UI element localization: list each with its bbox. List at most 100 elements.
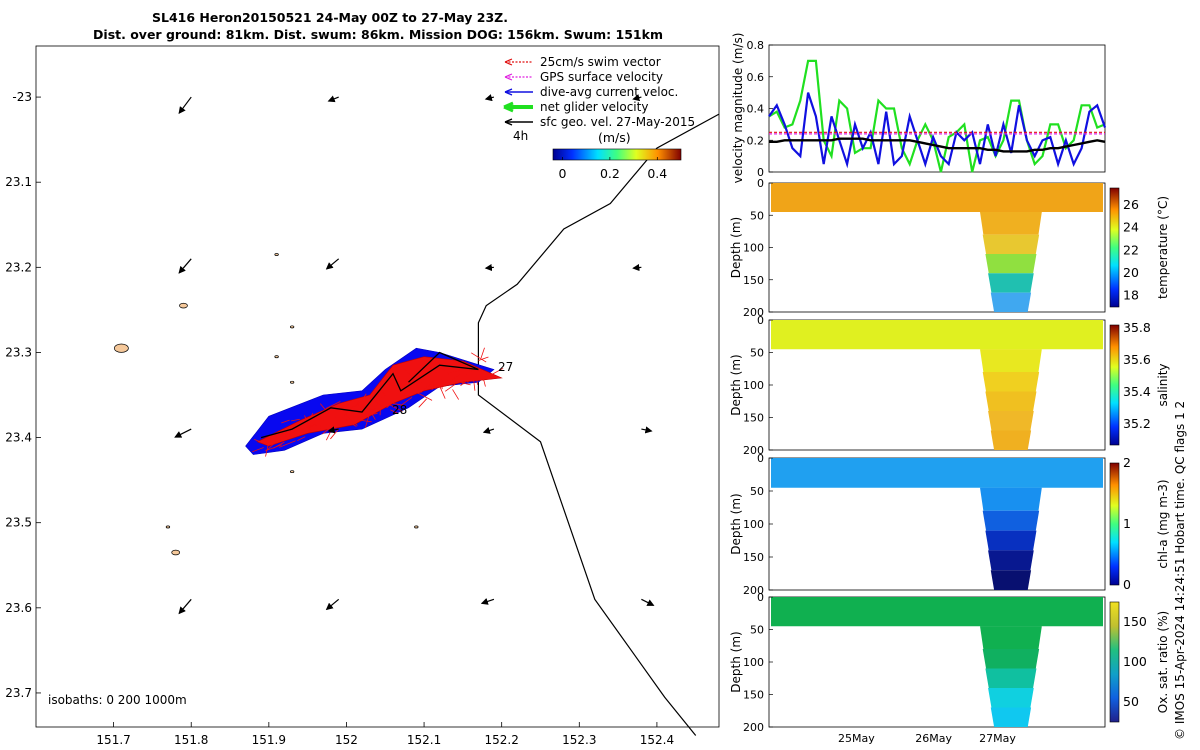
section-colorbar <box>1109 187 1120 308</box>
velocity-y-tick-label: 0.8 <box>747 39 765 52</box>
geo-velocity-arrow <box>178 96 192 115</box>
swim-vector-spike <box>386 398 396 409</box>
section-surface-layer <box>771 458 1103 488</box>
section-depth-layer <box>977 320 1045 350</box>
section-depth-layer <box>977 597 1045 627</box>
swim-vector-spike <box>366 413 378 416</box>
swim-vector-spike <box>347 406 353 421</box>
island <box>289 380 295 384</box>
section-y-tick-label: 0 <box>757 177 764 190</box>
legend-label-gps: GPS surface velocity <box>540 70 663 84</box>
map-x-ticks: 151.7 151.8 151.9 152 152.1 152.2 152.3 152.4 <box>96 722 674 747</box>
section-colorbar-label: chl-a (mg m-3) <box>1156 479 1170 568</box>
section-y-tick-label: 200 <box>743 444 764 457</box>
swim-vector-spike <box>297 436 306 442</box>
legend-arrowhead-net <box>503 101 514 113</box>
map-legend: 25cm/s swim vector GPS surface velocity … <box>503 55 695 181</box>
velocity-y-tick-label: 0 <box>757 166 764 179</box>
section-colorbar-tick-label: 35.6 <box>1123 352 1151 367</box>
swim-vector-spike <box>452 389 460 400</box>
swim-vector-spike <box>364 407 374 412</box>
section-depth-layer <box>977 458 1045 488</box>
legend-arrowhead-swim <box>504 58 513 66</box>
legend-label-geo: sfc geo. vel. 27-May-2015 <box>540 115 695 129</box>
geo-velocity-arrow <box>327 95 339 103</box>
map-y-tick-label: 23.6 <box>5 601 32 615</box>
swim-vector-spike <box>446 371 453 382</box>
map-y-tick-label: -23 <box>12 90 32 104</box>
swim-vector-spike <box>307 427 314 432</box>
map-colorbar-tick-label: 0.4 <box>647 166 667 181</box>
geo-velocity-arrow <box>327 426 339 434</box>
swim-vector-spike <box>478 356 489 361</box>
swim-vector-spike <box>353 400 361 408</box>
section-panel-chl-a: 0 50 100 150 200 Depth (m) 2 1 0 chl-a (mg m-3) <box>729 452 1170 597</box>
swim-vector-spike <box>483 379 486 387</box>
section-y-tick-label: 100 <box>743 242 764 255</box>
section-colorbar-label: temperature (°C) <box>1156 196 1170 299</box>
section-depth-layer <box>980 212 1042 235</box>
section-depth-layer <box>988 411 1034 431</box>
section-depth-layer <box>990 430 1032 450</box>
map-y-tick-label: 23.7 <box>5 686 32 700</box>
swim-vector-spike <box>410 378 423 386</box>
swim-vector-spike <box>387 403 403 412</box>
section-y-tick-label: 100 <box>743 379 764 392</box>
section-colorbar <box>1109 601 1120 723</box>
section-colorbar-tick-label: 100 <box>1123 654 1147 669</box>
map-x-tick-label: 152.2 <box>485 733 519 747</box>
section-depth-layer <box>982 234 1040 254</box>
section-y-tick-label: 100 <box>743 656 764 669</box>
section-y-label: Depth (m) <box>729 493 743 554</box>
swim-vector-spike <box>364 412 371 428</box>
swim-vector-spike <box>366 406 377 412</box>
section-y-tick-label: 50 <box>750 209 764 222</box>
section-depth-layer <box>990 570 1032 590</box>
swim-vector-spike <box>431 383 435 390</box>
section-colorbar-tick-label: 150 <box>1123 614 1147 629</box>
swim-vector-spike <box>430 371 438 373</box>
velocity-y-tick-label: 0.4 <box>747 103 765 116</box>
section-colorbar-tick-label: 35.8 <box>1123 320 1151 335</box>
swim-vector-spike <box>343 406 354 416</box>
section-depth-layer <box>985 391 1037 411</box>
map-colorbar-ticks: 0 0.2 0.4 <box>559 157 667 181</box>
velocity-panel: 0 0.2 0.4 0.6 0.8 velocity magnitude (m/s) <box>731 33 1107 183</box>
section-y-label: Depth (m) <box>729 354 743 415</box>
swim-vector-spike <box>387 384 399 387</box>
legend-entry-current: dive-avg current veloc. <box>504 85 678 99</box>
geo-velocity-arrow <box>178 258 192 274</box>
geo-velocity-arrow <box>178 598 192 615</box>
section-depth-layer <box>985 668 1037 688</box>
map-x-tick-label: 152.3 <box>562 733 596 747</box>
section-depth-layer <box>985 253 1037 274</box>
island <box>414 525 419 529</box>
island <box>171 549 181 556</box>
swim-vector-spike <box>273 441 285 449</box>
legend-arrowhead-gps <box>504 73 513 81</box>
section-y-tick-label: 200 <box>743 721 764 734</box>
swim-vector-spike <box>346 414 358 426</box>
section-y-tick-label: 150 <box>743 274 764 287</box>
swim-vector-spike <box>402 366 415 380</box>
section-colorbar-tick-label: 2 <box>1123 455 1131 470</box>
velocity-series-net-glider-velocity <box>768 59 1106 173</box>
geo-velocity-arrow <box>484 94 495 102</box>
swim-vector-spike <box>465 367 469 384</box>
velocity-y-tick-label: 0.6 <box>747 71 765 84</box>
swim-vector-spike <box>400 396 413 406</box>
island <box>289 470 295 474</box>
credit-text: © IMOS 15-Apr-2024 14:24:51 Hobart time.… <box>1173 401 1187 740</box>
swim-vector-spike <box>307 413 314 424</box>
section-y-tick-label: 0 <box>757 591 764 604</box>
section-surface-layer <box>771 320 1103 350</box>
isobath-line <box>477 113 720 736</box>
section-colorbar-tick-label: 24 <box>1123 220 1139 235</box>
section-depth-layer <box>990 292 1032 312</box>
swim-vector-spike <box>359 419 372 423</box>
section-depth-layer <box>982 649 1040 669</box>
swim-vector-spike <box>288 423 296 433</box>
swim-vector-spike <box>444 384 456 392</box>
swim-vector-spike <box>392 403 407 407</box>
